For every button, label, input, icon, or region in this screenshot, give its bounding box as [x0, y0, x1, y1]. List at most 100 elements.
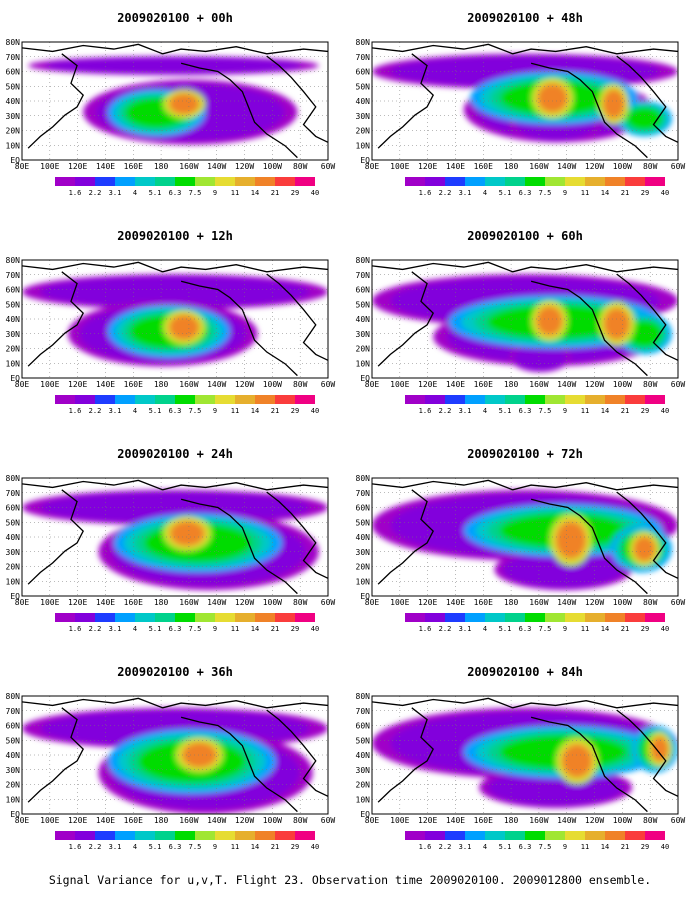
longitude-label: 100W: [613, 162, 632, 171]
colorbar-label: 5.1: [149, 625, 162, 633]
variance-field: [372, 260, 678, 378]
colorbar-label: 40: [661, 843, 669, 851]
colorbar-label: 7.5: [539, 843, 552, 851]
latitude-label: 20N: [6, 781, 21, 790]
colorbar-swatch: [405, 395, 425, 404]
longitude-label: 160W: [179, 380, 198, 389]
longitude-label: 140E: [96, 816, 115, 825]
longitude-label: 100E: [40, 598, 59, 607]
colorbar-label: 7.5: [189, 625, 202, 633]
colorbar-label: 4: [133, 843, 137, 851]
colorbar-swatch: [525, 395, 545, 404]
longitude-label: 80W: [293, 380, 308, 389]
longitude-label: 120E: [418, 816, 437, 825]
colorbar-label: 1.6: [419, 843, 432, 851]
colorbar-swatch: [645, 613, 665, 622]
latitude-label: 70N: [6, 271, 21, 280]
coastline: [616, 491, 678, 579]
longitude-label: 80E: [365, 598, 380, 607]
colorbar-label: 21: [271, 625, 279, 633]
latitude-label: 70N: [356, 53, 371, 62]
colorbar-swatch: [155, 831, 175, 840]
latitude-label: 10N: [356, 795, 371, 804]
map-panel-7: 2009020100 + 84h 80N 70N 60N 50N 40N 30N 20N 10N…: [356, 665, 686, 851]
variance-contour: [605, 309, 629, 339]
latitude-label: 80N: [6, 256, 21, 265]
colorbar-swatch: [565, 395, 585, 404]
coastline: [266, 491, 328, 579]
latitude-label: 20N: [6, 563, 21, 572]
variance-contour: [171, 522, 203, 545]
colorbar-swatch: [295, 831, 315, 840]
coastline: [530, 498, 648, 595]
longitude-label: 80W: [643, 162, 658, 171]
longitude-label: 100E: [40, 380, 59, 389]
colorbar-swatch: [405, 613, 425, 622]
colorbar-swatch: [565, 831, 585, 840]
coastline: [372, 697, 678, 709]
colorbar-label: 9: [563, 843, 567, 851]
colorbar-swatch: [275, 395, 295, 404]
colorbar-swatch: [175, 613, 195, 622]
latitude-label: 60N: [6, 504, 21, 513]
longitude-label: 160W: [179, 598, 198, 607]
colorbar-swatch: [235, 177, 255, 186]
colorbar-swatch: [195, 395, 215, 404]
coastline: [27, 53, 85, 149]
colorbar-label: 11: [581, 189, 589, 197]
colorbar-label: 2.2: [89, 407, 102, 415]
colorbar-swatch: [625, 395, 645, 404]
longitude-label: 140E: [96, 598, 115, 607]
colorbar-swatch: [545, 177, 565, 186]
colorbar-swatch: [625, 177, 645, 186]
longitude-label: 160E: [124, 380, 143, 389]
colorbar-label: 6.3: [519, 189, 532, 197]
latitude-label: 40N: [6, 751, 21, 760]
longitude-label: 100E: [390, 598, 409, 607]
longitude-label: 60W: [321, 816, 336, 825]
latitude-label: 80N: [356, 38, 371, 47]
longitude-label: 100W: [613, 816, 632, 825]
colorbar-label: 40: [311, 189, 319, 197]
coastline: [27, 489, 85, 585]
variance-contour: [557, 522, 585, 557]
latitude-label: 30N: [356, 112, 371, 121]
latitude-label: 70N: [356, 707, 371, 716]
colorbar-swatch: [55, 177, 75, 186]
latitude-label: EQ: [10, 810, 20, 819]
longitude-label: 160E: [474, 598, 493, 607]
coastline: [372, 43, 678, 55]
colorbar-swatch: [645, 177, 665, 186]
colorbar-label: 7.5: [189, 189, 202, 197]
colorbar-label: 3.1: [109, 843, 122, 851]
coastline: [266, 273, 328, 361]
colorbar-label: 40: [661, 189, 669, 197]
colorbar-label: 14: [251, 843, 259, 851]
colorbar-swatch: [115, 177, 135, 186]
longitude-label: 120W: [585, 380, 604, 389]
variance-contour: [634, 537, 655, 561]
colorbar-label: 3.1: [109, 407, 122, 415]
colorbar-swatch: [445, 613, 465, 622]
colorbar-swatch: [525, 831, 545, 840]
latitude-label: 80N: [356, 256, 371, 265]
colorbar-swatch: [565, 613, 585, 622]
longitude-label: 160W: [179, 816, 198, 825]
colorbar-swatch: [525, 177, 545, 186]
latitude-label: 20N: [6, 127, 21, 136]
latitude-label: 30N: [356, 548, 371, 557]
longitude-label: 180: [154, 816, 169, 825]
colorbar-swatch: [95, 177, 115, 186]
longitude-label: 60W: [321, 162, 336, 171]
longitude-label: 160E: [124, 162, 143, 171]
colorbar-label: 5.1: [149, 407, 162, 415]
variance-field: [22, 478, 328, 596]
longitude-label: 80E: [365, 162, 380, 171]
colorbar-label: 2.2: [89, 189, 102, 197]
colorbar-swatch: [425, 395, 445, 404]
longitude-label: 180: [154, 380, 169, 389]
latitude-label: 10N: [356, 577, 371, 586]
longitude-label: 80W: [643, 380, 658, 389]
colorbar-swatch: [55, 831, 75, 840]
longitude-label: 80E: [15, 598, 30, 607]
